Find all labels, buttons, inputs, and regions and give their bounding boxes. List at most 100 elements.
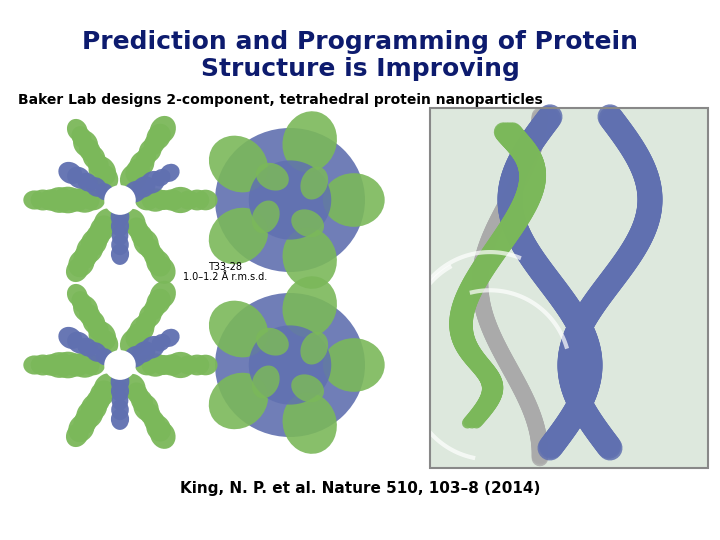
Ellipse shape bbox=[112, 390, 128, 410]
Ellipse shape bbox=[90, 215, 115, 242]
Ellipse shape bbox=[76, 235, 104, 264]
Ellipse shape bbox=[152, 355, 176, 375]
Ellipse shape bbox=[209, 208, 268, 264]
Ellipse shape bbox=[136, 312, 156, 333]
Ellipse shape bbox=[135, 190, 159, 211]
Ellipse shape bbox=[131, 389, 153, 413]
Ellipse shape bbox=[120, 163, 147, 193]
Ellipse shape bbox=[123, 181, 147, 202]
Ellipse shape bbox=[71, 126, 91, 148]
Ellipse shape bbox=[165, 187, 196, 213]
Ellipse shape bbox=[68, 414, 94, 442]
Ellipse shape bbox=[66, 423, 89, 447]
Ellipse shape bbox=[282, 111, 337, 172]
Ellipse shape bbox=[125, 323, 150, 349]
Ellipse shape bbox=[89, 156, 116, 186]
Ellipse shape bbox=[86, 388, 110, 414]
Ellipse shape bbox=[131, 224, 153, 248]
Ellipse shape bbox=[111, 206, 130, 228]
Ellipse shape bbox=[300, 167, 328, 200]
Ellipse shape bbox=[282, 276, 337, 338]
Ellipse shape bbox=[160, 329, 179, 347]
Ellipse shape bbox=[152, 169, 171, 186]
Ellipse shape bbox=[71, 291, 91, 313]
Ellipse shape bbox=[144, 298, 165, 320]
Ellipse shape bbox=[67, 332, 91, 354]
Ellipse shape bbox=[81, 393, 107, 422]
Ellipse shape bbox=[95, 348, 114, 366]
Ellipse shape bbox=[79, 139, 101, 163]
Ellipse shape bbox=[112, 362, 129, 382]
Ellipse shape bbox=[86, 222, 110, 249]
Ellipse shape bbox=[95, 330, 118, 356]
Ellipse shape bbox=[95, 165, 118, 191]
Ellipse shape bbox=[248, 160, 331, 240]
Ellipse shape bbox=[133, 394, 159, 421]
Ellipse shape bbox=[178, 355, 200, 375]
Ellipse shape bbox=[178, 191, 200, 210]
Ellipse shape bbox=[104, 350, 136, 380]
Ellipse shape bbox=[194, 190, 217, 210]
Ellipse shape bbox=[31, 190, 55, 211]
Ellipse shape bbox=[104, 353, 123, 370]
Ellipse shape bbox=[291, 210, 324, 237]
Ellipse shape bbox=[111, 370, 130, 393]
Ellipse shape bbox=[94, 208, 120, 236]
Ellipse shape bbox=[160, 164, 179, 182]
Ellipse shape bbox=[81, 190, 105, 211]
Ellipse shape bbox=[146, 289, 171, 315]
Ellipse shape bbox=[150, 116, 176, 144]
Ellipse shape bbox=[252, 366, 279, 399]
Ellipse shape bbox=[127, 382, 148, 406]
Ellipse shape bbox=[67, 284, 88, 306]
Ellipse shape bbox=[66, 258, 89, 282]
Text: King, N. P. et al. Nature 510, 103–8 (2014): King, N. P. et al. Nature 510, 103–8 (20… bbox=[180, 481, 540, 496]
Ellipse shape bbox=[89, 321, 116, 351]
Ellipse shape bbox=[63, 188, 90, 212]
Ellipse shape bbox=[45, 187, 75, 213]
Ellipse shape bbox=[88, 153, 109, 176]
Ellipse shape bbox=[300, 332, 328, 364]
Ellipse shape bbox=[121, 209, 145, 235]
Ellipse shape bbox=[73, 243, 98, 269]
Text: T33-28: T33-28 bbox=[208, 262, 242, 272]
Ellipse shape bbox=[111, 380, 129, 402]
Ellipse shape bbox=[160, 354, 184, 376]
Ellipse shape bbox=[209, 373, 268, 429]
Ellipse shape bbox=[45, 352, 75, 378]
Ellipse shape bbox=[53, 187, 84, 213]
Ellipse shape bbox=[132, 176, 156, 198]
Ellipse shape bbox=[140, 171, 165, 194]
Ellipse shape bbox=[144, 245, 165, 268]
Bar bbox=[430, 108, 708, 468]
Ellipse shape bbox=[132, 341, 156, 363]
Ellipse shape bbox=[140, 238, 161, 261]
Ellipse shape bbox=[152, 190, 176, 210]
Ellipse shape bbox=[282, 393, 337, 454]
Ellipse shape bbox=[323, 173, 384, 227]
Ellipse shape bbox=[130, 151, 154, 178]
Ellipse shape bbox=[112, 197, 129, 218]
Ellipse shape bbox=[31, 355, 55, 375]
Ellipse shape bbox=[146, 124, 171, 150]
Ellipse shape bbox=[86, 177, 107, 197]
Ellipse shape bbox=[77, 338, 98, 357]
Ellipse shape bbox=[215, 128, 365, 272]
Ellipse shape bbox=[140, 336, 165, 359]
Ellipse shape bbox=[73, 408, 98, 434]
Text: Structure is Improving: Structure is Improving bbox=[201, 57, 519, 81]
Ellipse shape bbox=[139, 303, 161, 328]
Ellipse shape bbox=[58, 162, 82, 184]
Ellipse shape bbox=[185, 355, 210, 375]
Ellipse shape bbox=[194, 355, 217, 375]
Ellipse shape bbox=[117, 187, 137, 205]
Ellipse shape bbox=[146, 415, 171, 442]
Ellipse shape bbox=[53, 352, 84, 379]
Ellipse shape bbox=[144, 410, 165, 433]
Ellipse shape bbox=[117, 352, 137, 370]
Ellipse shape bbox=[144, 132, 165, 155]
Ellipse shape bbox=[121, 374, 145, 400]
Ellipse shape bbox=[248, 326, 331, 404]
Ellipse shape bbox=[83, 145, 105, 170]
Ellipse shape bbox=[209, 301, 268, 357]
